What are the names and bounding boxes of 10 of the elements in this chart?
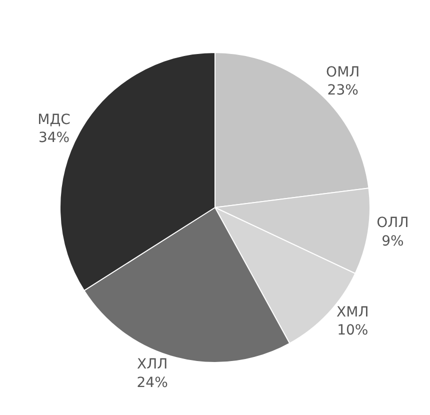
data-label: 9% [382,233,404,250]
data-label: 23% [327,82,358,99]
slice-label: ОЛЛ [376,215,409,232]
slice-label: ОМЛ [326,64,360,81]
data-label: 34% [38,130,70,146]
data-label: 24% [136,374,168,391]
slice-label: ХЛЛ [137,356,168,373]
slice-label: МДС [38,112,71,128]
slice-label: ХМЛ [336,304,369,321]
data-label: 10% [337,322,368,339]
